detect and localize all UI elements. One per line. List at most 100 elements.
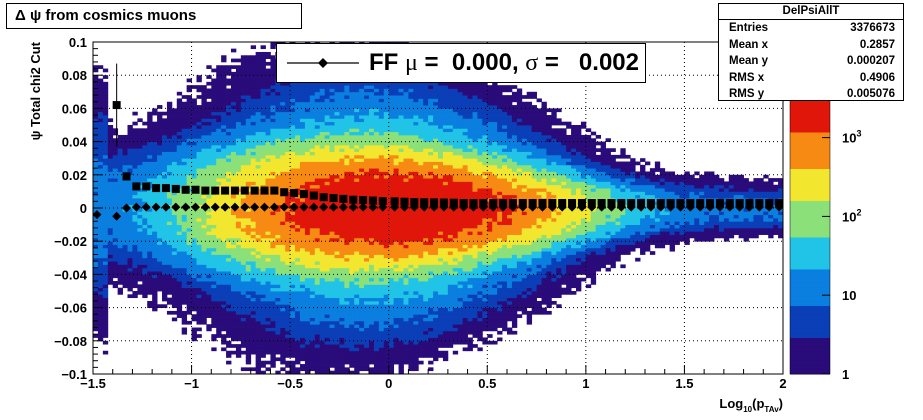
heatmap-cell	[181, 257, 188, 262]
heatmap-cell	[221, 85, 227, 89]
heatmap-cell	[319, 257, 326, 262]
heatmap-cell	[275, 330, 281, 335]
heatmap-cell	[147, 141, 153, 146]
heatmap-cell	[176, 201, 183, 206]
heatmap-cell	[329, 88, 335, 93]
heatmap-cell	[344, 221, 350, 225]
heatmap-cell	[329, 101, 335, 106]
heatmap-cell	[319, 98, 326, 103]
heatmap-cell	[127, 164, 133, 169]
heatmap-cell	[181, 181, 188, 186]
heatmap-cell	[285, 91, 291, 96]
heatmap-cell	[334, 281, 340, 285]
heatmap-cell	[186, 111, 192, 116]
heatmap-cell	[186, 294, 192, 299]
heatmap-cell	[265, 161, 271, 166]
heatmap-cell	[349, 281, 355, 285]
heatmap-cell	[216, 158, 222, 162]
heatmap-cell	[132, 141, 138, 146]
heatmap-cell	[383, 217, 390, 222]
heatmap-cell	[211, 85, 217, 89]
heatmap-cell	[275, 344, 281, 348]
heatmap-cell	[206, 91, 212, 96]
heatmap-cell	[157, 224, 163, 229]
heatmap-cell	[339, 227, 345, 232]
heatmap-cell	[265, 281, 271, 285]
heatmap-cell	[231, 231, 237, 235]
heatmap-cell	[255, 274, 261, 279]
heatmap-cell	[364, 367, 370, 372]
heatmap-cell	[324, 227, 330, 232]
heatmap-cell	[107, 125, 114, 129]
heatmap-cell	[102, 241, 109, 245]
heatmap-cell	[265, 224, 271, 229]
heatmap-cell	[280, 247, 286, 252]
heatmap-cell	[102, 151, 109, 156]
heatmap-cell	[359, 221, 365, 225]
heatmap-cell	[314, 357, 321, 362]
heatmap-cell	[137, 144, 143, 149]
heatmap-cell	[240, 154, 247, 159]
heatmap-cell	[354, 128, 360, 133]
heatmap-cell	[235, 294, 242, 299]
heatmap-cell	[112, 264, 119, 269]
heatmap-cell	[211, 108, 217, 113]
heatmap-cell	[181, 201, 188, 206]
heatmap-cell	[186, 287, 192, 292]
heatmap-cell	[176, 105, 183, 109]
heatmap-cell	[369, 360, 375, 365]
heatmap-cell	[171, 237, 178, 242]
heatmap-cell	[364, 227, 370, 232]
heatmap-cell	[373, 164, 380, 169]
heatmap-cell	[280, 354, 286, 358]
heatmap-cell	[314, 237, 321, 242]
heatmap-cell	[216, 227, 222, 232]
heatmap-cell	[334, 324, 340, 328]
heatmap-cell	[176, 211, 183, 216]
heatmap-cell	[157, 271, 163, 275]
heatmap-cell	[147, 208, 153, 212]
heatmap-cell	[221, 164, 227, 169]
heatmap-cell	[324, 91, 330, 96]
heatmap-cell	[166, 234, 173, 239]
heatmap-cell	[186, 174, 192, 179]
heatmap-cell	[265, 277, 271, 282]
heatmap-cell	[93, 281, 99, 285]
heatmap-cell	[280, 214, 286, 219]
heatmap-cell	[300, 254, 306, 259]
heatmap-cell	[240, 254, 247, 259]
heatmap-cell	[97, 310, 104, 315]
heatmap-cell	[102, 350, 109, 355]
heatmap-cell	[245, 138, 252, 142]
heatmap-cell	[152, 134, 158, 139]
heatmap-cell	[295, 287, 301, 292]
heatmap-cell	[369, 297, 375, 302]
heatmap-cell	[107, 227, 114, 232]
heatmap-cell	[285, 337, 291, 342]
heatmap-cell	[300, 108, 306, 113]
heatmap-cell	[280, 158, 286, 162]
heatmap-cell	[319, 174, 326, 179]
heatmap-cell	[162, 148, 168, 152]
heatmap-cell	[102, 201, 109, 206]
heatmap-cell	[196, 310, 202, 315]
heatmap-cell	[300, 317, 306, 322]
heatmap-cell	[369, 324, 375, 328]
heatmap-cell	[295, 300, 301, 305]
heatmap-cell	[112, 284, 119, 289]
heatmap-cell	[221, 214, 227, 219]
heatmap-cell	[314, 91, 321, 96]
heatmap-cell	[319, 347, 326, 352]
heatmap-cell	[329, 168, 335, 172]
heatmap-cell	[373, 297, 380, 302]
heatmap-cell	[132, 237, 138, 242]
heatmap-cell	[93, 75, 99, 79]
heatmap-cell	[235, 251, 242, 255]
heatmap-cell	[373, 317, 380, 322]
heatmap-cell	[319, 267, 326, 272]
heatmap-cell	[231, 158, 237, 162]
heatmap-cell	[329, 360, 335, 365]
heatmap-cell	[206, 247, 212, 252]
heatmap-cell	[255, 300, 261, 305]
heatmap-cell	[235, 105, 242, 109]
